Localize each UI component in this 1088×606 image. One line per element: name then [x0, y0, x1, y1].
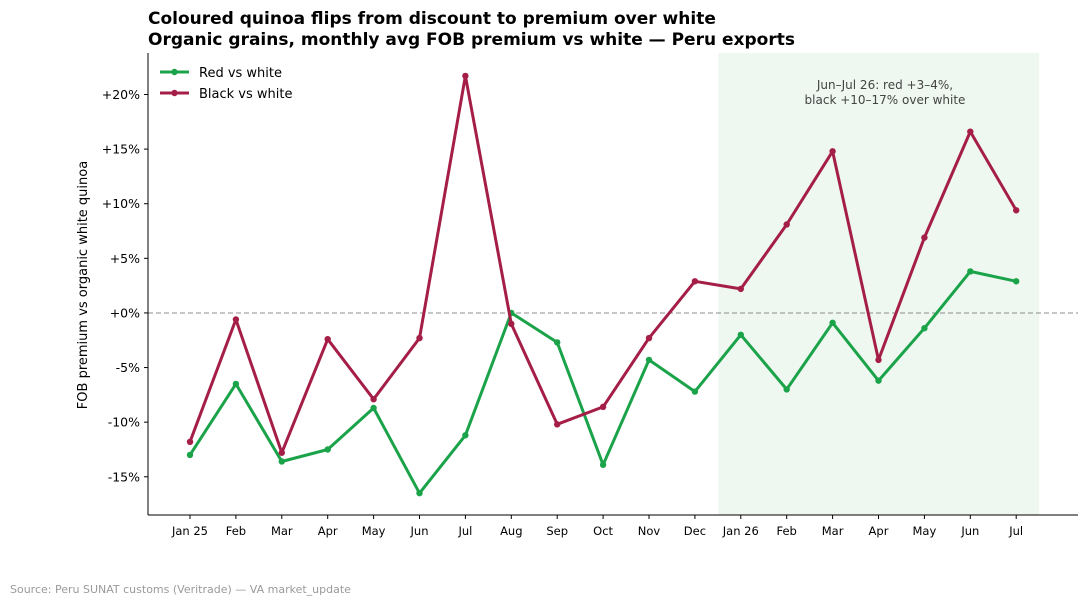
data-point-red: [232, 380, 240, 388]
x-tick-label: Jul: [457, 524, 472, 538]
data-point-black: [370, 396, 377, 403]
data-point-red: [186, 451, 194, 459]
data-point-red: [554, 339, 561, 346]
data-point-black: [462, 72, 469, 80]
axes: [147, 53, 1078, 516]
annotation-line-1: Jun–Jul 26: red +3–4%,: [816, 78, 953, 92]
data-point-red: [645, 356, 653, 364]
legend-marker-black: [171, 89, 178, 97]
annotation-line-2: black +10–17% over white: [805, 93, 966, 107]
data-point-black: [737, 285, 744, 293]
data-point-red: [875, 377, 882, 384]
y-tick-label: +5%: [110, 251, 140, 266]
data-point-black: [691, 278, 699, 285]
y-tick-label: -5%: [116, 360, 140, 375]
x-tick-label: Nov: [638, 524, 661, 538]
x-tick-label: Jul: [1008, 524, 1023, 538]
y-tick-label: +10%: [102, 196, 140, 211]
x-tick-label: Sep: [546, 524, 568, 538]
x-tick-label: Apr: [869, 524, 889, 538]
x-tick-label: May: [362, 524, 386, 538]
series-layer: [186, 72, 1020, 497]
data-point-black: [508, 320, 515, 328]
data-point-black: [324, 335, 331, 343]
series-red: [186, 268, 1020, 497]
data-point-black: [599, 403, 607, 411]
data-point-red: [737, 331, 744, 338]
data-point-red: [324, 446, 331, 453]
data-point-black: [875, 356, 882, 364]
legend-entry-black: Black vs white: [160, 87, 292, 102]
x-tick-label: Jan 26: [722, 524, 759, 538]
data-point-red: [370, 404, 377, 412]
highlight-region: [718, 53, 1040, 515]
legend-label-black: Black vs white: [199, 87, 292, 102]
x-tick-label: Oct: [593, 524, 613, 538]
x-tick-label: May: [913, 524, 937, 538]
legend-label-red: Red vs white: [199, 66, 282, 81]
x-tick-label: Mar: [822, 524, 844, 538]
chart-title: Coloured quinoa flips from discount to p…: [148, 9, 716, 29]
y-tick-label: +15%: [102, 142, 140, 157]
legend-marker-red: [171, 68, 178, 76]
data-point-black: [967, 128, 974, 135]
data-point-red: [1013, 278, 1020, 285]
data-point-black: [186, 438, 194, 446]
data-point-black: [278, 449, 285, 456]
data-point-red: [462, 432, 469, 439]
x-tick-label: Feb: [777, 524, 797, 538]
y-axis-ticks: -15% -10% -5% +0% +5% +10% +15% +20%: [102, 87, 148, 484]
x-tick-label: Dec: [684, 524, 706, 538]
data-point-black: [829, 148, 836, 155]
x-tick-label: Aug: [500, 524, 522, 538]
series-black: [186, 72, 1020, 456]
data-point-red: [783, 386, 790, 393]
legend: Red vs white Black vs white: [160, 66, 292, 102]
data-point-red: [599, 461, 607, 468]
x-tick-label: Jan 25: [171, 524, 208, 538]
x-tick-label: Jun: [410, 524, 429, 538]
legend-entry-red: Red vs white: [160, 66, 282, 81]
highlight-region-layer: [718, 53, 1040, 515]
data-point-red: [967, 268, 974, 275]
data-point-black: [416, 334, 423, 342]
data-point-red: [416, 489, 423, 497]
data-point-black: [783, 221, 790, 228]
y-axis-label: FOB premium vs organic white quinoa: [76, 161, 91, 409]
x-tick-label: Feb: [226, 524, 246, 538]
data-point-red: [829, 319, 836, 326]
data-point-red: [921, 325, 928, 332]
y-tick-label: +20%: [102, 87, 140, 102]
source-note: Source: Peru SUNAT customs (Veritrade) —…: [10, 583, 351, 596]
data-point-red: [278, 458, 285, 465]
x-tick-label: Mar: [271, 524, 293, 538]
y-tick-label: -10%: [108, 415, 140, 430]
data-point-black: [645, 334, 653, 342]
x-tick-label: Jun: [960, 524, 979, 538]
data-point-black: [232, 316, 240, 323]
chart-subtitle: Organic grains, monthly avg FOB premium …: [148, 30, 795, 50]
data-point-black: [921, 234, 928, 241]
data-point-black: [1013, 207, 1020, 214]
data-point-black: [554, 421, 561, 428]
x-axis-ticks: Jan 25 Feb Mar Apr May Jun Jul Aug Sep Oct Nov Dec J…: [171, 515, 1023, 538]
y-tick-label: +0%: [110, 305, 140, 320]
data-point-red: [691, 388, 699, 395]
x-tick-label: Apr: [318, 524, 338, 538]
y-tick-label: -15%: [108, 469, 140, 484]
